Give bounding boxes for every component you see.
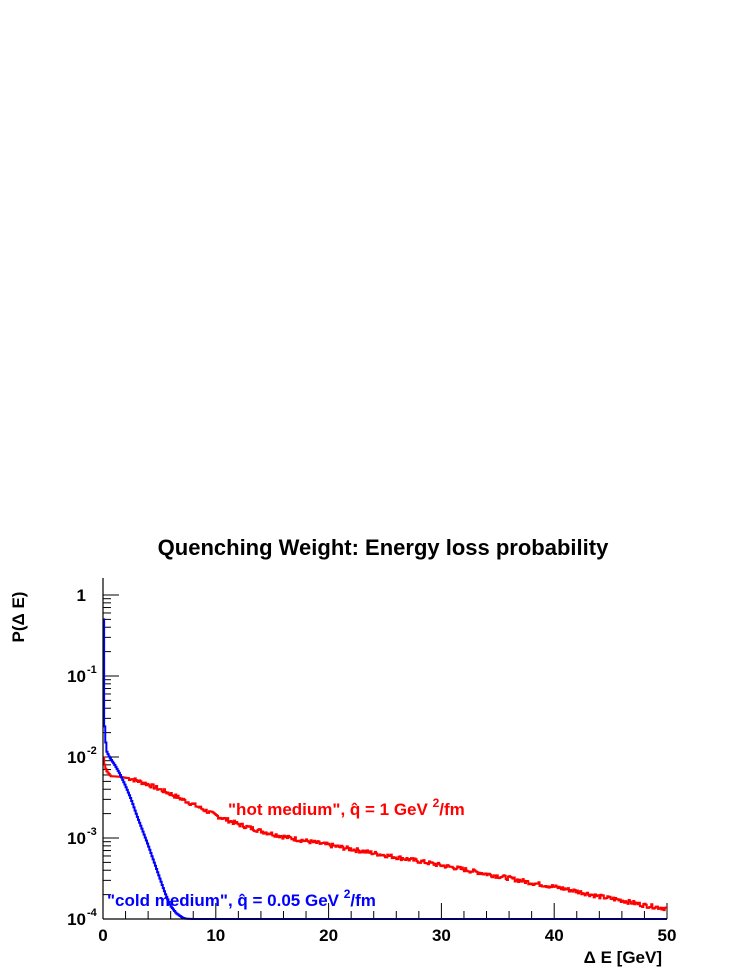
y-tick-label: 10 bbox=[67, 667, 86, 686]
series-label-cold: "cold medium", q̂ = 0.05 GeV 2/fm bbox=[107, 887, 376, 910]
x-tick-label: 10 bbox=[206, 926, 225, 945]
chart-title: Quenching Weight: Energy loss probabilit… bbox=[158, 535, 609, 560]
y-tick-exponent: -2 bbox=[87, 745, 97, 757]
x-tick-label: 50 bbox=[658, 926, 677, 945]
series-label-unit: /fm bbox=[439, 800, 465, 819]
x-tick-label: 40 bbox=[545, 926, 564, 945]
x-tick-label: 30 bbox=[432, 926, 451, 945]
y-tick-exponent: -1 bbox=[87, 664, 97, 676]
y-tick-exponent: -4 bbox=[87, 907, 98, 919]
y-tick-label: 10 bbox=[67, 748, 86, 767]
axes-layer bbox=[102, 578, 667, 920]
y-tick-label: 10 bbox=[67, 829, 86, 848]
y-axis-label: P(Δ E) bbox=[9, 592, 28, 643]
y-tick-label: 1 bbox=[77, 586, 86, 605]
x-tick-label: 20 bbox=[319, 926, 338, 945]
series-line-hot bbox=[103, 756, 667, 912]
x-axis-label: Δ E [GeV] bbox=[584, 948, 662, 967]
series-label-unit: /fm bbox=[350, 891, 376, 910]
series-label-superscript: 2 bbox=[433, 796, 440, 810]
series-label-hot: "hot medium", q̂ = 1 GeV 2/fm bbox=[228, 796, 465, 819]
y-tick-label: 10 bbox=[67, 910, 86, 929]
series-label-superscript: 2 bbox=[344, 887, 351, 901]
x-tick-label: 0 bbox=[98, 926, 107, 945]
y-tick-exponent: -3 bbox=[87, 826, 97, 838]
series-labels-layer: "hot medium", q̂ = 1 GeV 2/fm "cold mediu… bbox=[107, 796, 465, 910]
